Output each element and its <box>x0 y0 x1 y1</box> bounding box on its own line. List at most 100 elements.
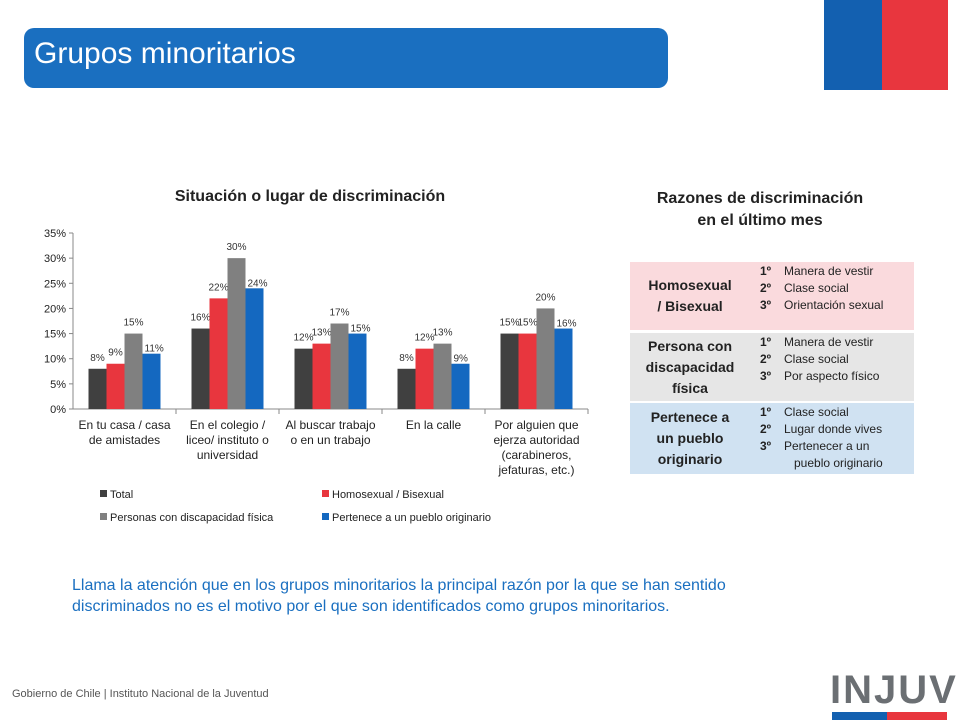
group-name: Persona con discapacidad física <box>630 336 750 399</box>
y-tick-label: 10% <box>44 354 66 366</box>
rank-label: 3º <box>760 369 772 383</box>
flag-blue-stripe <box>824 0 882 90</box>
reason-text: Pertenecer a un <box>784 439 870 453</box>
flag-red-stripe <box>882 0 948 90</box>
legend-label: Homosexual / Bisexual <box>332 489 444 501</box>
injuv-logo: INJUV <box>830 668 958 712</box>
data-label: 12% <box>414 333 434 344</box>
legend-swatch <box>100 513 107 520</box>
group-name-line: Homosexual <box>648 277 732 293</box>
data-label: 16% <box>190 313 210 324</box>
y-tick-label: 5% <box>50 379 66 391</box>
legend-label: Personas con discapacidad física <box>110 512 274 524</box>
rank-label: 3º <box>760 298 772 312</box>
chart-title: Situación o lugar de discriminación <box>174 188 446 205</box>
group-name: Pertenece a un pueblo originario <box>630 407 750 470</box>
data-label: 15% <box>351 324 371 335</box>
data-label: 9% <box>454 354 469 365</box>
rank-label: 1º <box>760 335 772 349</box>
y-tick-label: 30% <box>44 253 66 265</box>
group-name-line: originario <box>657 451 723 467</box>
bar <box>348 333 367 409</box>
group-name-line: discapacidad <box>645 358 735 375</box>
x-tick-label: Al buscar trabajo o en un trabajo <box>285 418 376 447</box>
bar <box>142 353 161 409</box>
logo-red-stripe <box>887 712 947 720</box>
rank-label: 2º <box>760 281 772 295</box>
data-label: 30% <box>226 242 246 253</box>
group-name-line: / Bisexual <box>657 298 723 314</box>
data-label: 15% <box>123 318 143 329</box>
data-label: 11% <box>145 344 164 355</box>
data-label: 13% <box>432 328 452 339</box>
rank-label: 3º <box>760 439 772 453</box>
data-label: 22% <box>208 282 228 293</box>
group-name-line: física <box>672 379 708 396</box>
group-name-line: un pueblo <box>656 430 724 446</box>
bar <box>209 298 228 409</box>
data-label: 13% <box>311 328 331 339</box>
legend-label: Pertenece a un pueblo originario <box>332 512 492 524</box>
reason-text: Manera de vestir <box>784 264 874 278</box>
bar <box>106 363 125 409</box>
rank-label: 1º <box>760 264 772 278</box>
page-title: Grupos minoritarios <box>34 37 296 70</box>
legend-item: Homosexual / Bisexual <box>322 488 444 502</box>
reason-text: Orientación sexual <box>784 298 884 312</box>
reasons-title-line-2: en el último mes <box>697 212 823 229</box>
reasons-title: Razones de discriminación en el último m… <box>600 188 920 232</box>
data-label: 9% <box>108 348 123 359</box>
reason-group: Pertenece a un pueblo originario 1º 2º 3º Clas… <box>630 403 914 474</box>
legend-swatch <box>322 513 329 520</box>
legend-swatch <box>322 490 329 497</box>
data-label: 8% <box>90 353 105 364</box>
reason-text: Clase social <box>784 352 849 366</box>
bar <box>88 368 107 409</box>
legend-item: Personas con discapacidad física <box>100 511 273 525</box>
bar <box>330 323 349 409</box>
rank-label: 2º <box>760 422 772 436</box>
legend-item: Pertenece a un pueblo originario <box>322 511 491 525</box>
data-label: 17% <box>329 308 349 319</box>
group-name-line: Pertenece a <box>650 409 730 425</box>
footer-text: Gobierno de Chile | Instituto Nacional d… <box>12 688 269 700</box>
reason-text: pueblo originario <box>794 456 883 470</box>
data-label: 16% <box>557 319 577 330</box>
data-label: 8% <box>399 353 414 364</box>
reason-text: Lugar donde vives <box>784 422 883 436</box>
y-tick-label: 25% <box>44 278 66 290</box>
group-name: Homosexual / Bisexual <box>630 275 750 317</box>
bar <box>536 308 555 409</box>
bar <box>433 343 452 409</box>
bar <box>124 333 143 409</box>
logo-blue-stripe <box>832 712 887 720</box>
y-tick-label: 35% <box>44 228 66 240</box>
bar <box>415 348 434 409</box>
bar <box>227 258 246 409</box>
reason-group: Persona con discapacidad física 1º 2º 3º Maner… <box>630 333 914 401</box>
data-label: 24% <box>248 278 268 289</box>
bar <box>518 333 537 409</box>
title-banner <box>24 28 668 88</box>
legend-item: Total <box>100 488 133 502</box>
bar <box>294 348 313 409</box>
legend-swatch <box>100 490 107 497</box>
reason-group: Homosexual / Bisexual 1º 2º 3º Manera de vest… <box>630 262 914 330</box>
bar <box>554 328 573 409</box>
y-tick-label: 15% <box>44 329 66 341</box>
reason-text: Manera de vestir <box>784 335 874 349</box>
group-name-line: Persona con <box>647 337 733 354</box>
reason-text: Clase social <box>784 405 849 419</box>
rank-label: 1º <box>760 405 772 419</box>
reason-text: Por aspecto físico <box>784 369 880 383</box>
data-label: 15% <box>499 318 519 329</box>
x-tick-label: En el colegio / liceo/ instituto o unive… <box>186 418 269 462</box>
bar <box>245 288 264 409</box>
y-tick-label: 20% <box>44 303 66 315</box>
bar <box>451 363 470 409</box>
note-text: Llama la atención que en los grupos mino… <box>72 577 726 615</box>
bar <box>312 343 331 409</box>
x-tick-label: En la calle <box>405 418 462 432</box>
bar <box>191 328 210 409</box>
